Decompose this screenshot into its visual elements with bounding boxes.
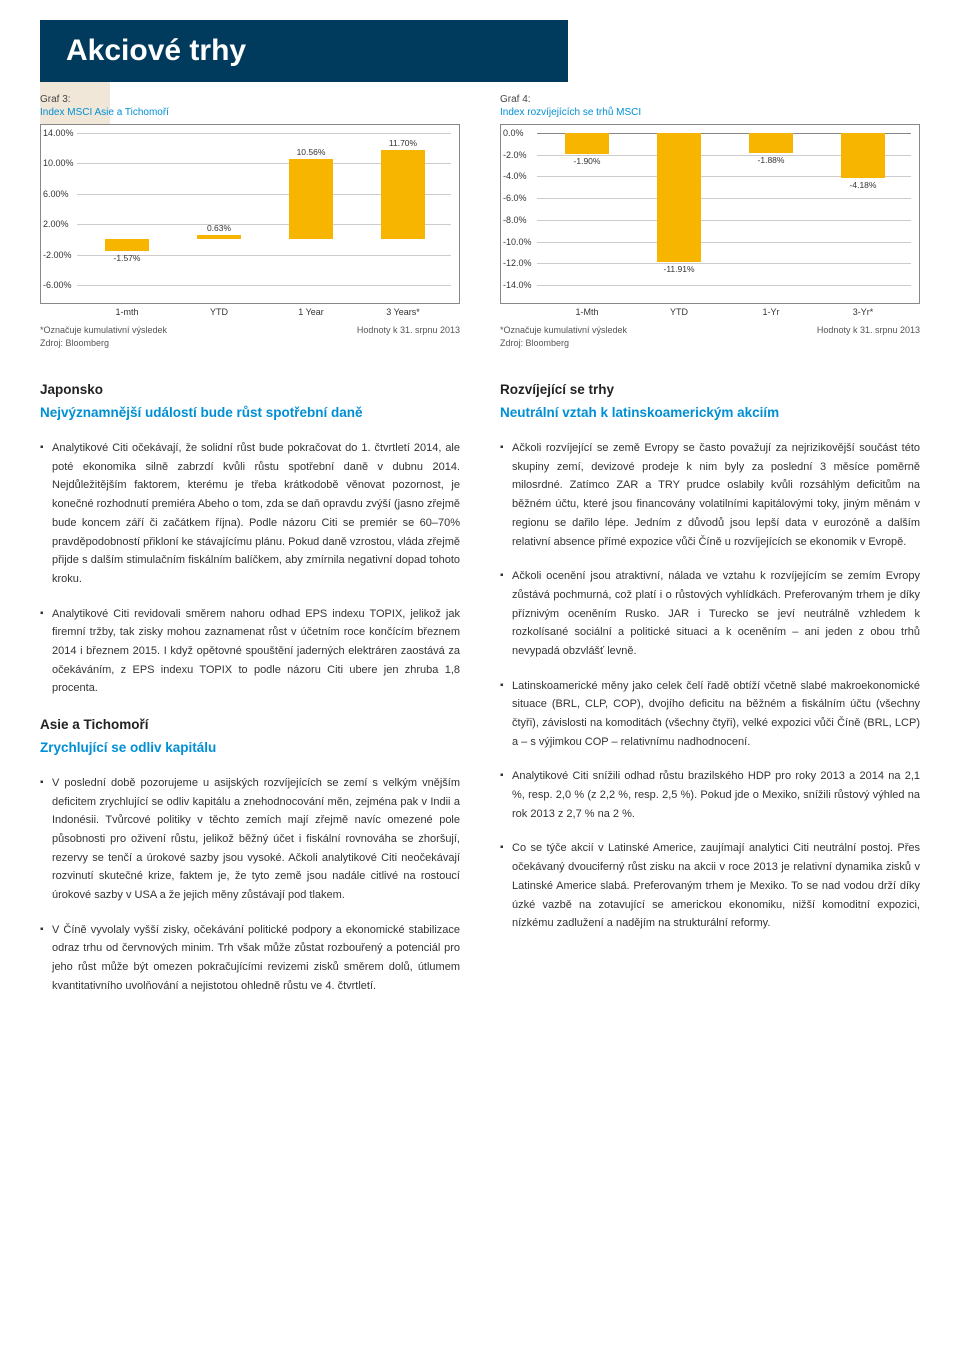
left-s1-p2: Analytikové Citi revidovali směrem nahor…	[40, 605, 460, 698]
left-s2-p2: V Číně vyvolaly vyšší zisky, očekávání p…	[40, 921, 460, 996]
chart3-area: -6.00% -2.00% 2.00% 6.00% 10.00% 14.00% -1.57%…	[40, 124, 460, 304]
bar-value-label: -1.88%	[746, 155, 796, 165]
bar-value-label: -1.90%	[562, 156, 612, 166]
right-s1-sub: Neutrální vztah k latinskoamerickým akci…	[500, 402, 920, 425]
y-tick-label: -6.00%	[43, 280, 72, 290]
chart3-footnote1: *Označuje kumulativní výsledek	[40, 324, 167, 337]
y-tick-label: -2.00%	[43, 250, 72, 260]
left-s2-sub: Zrychlující se odliv kapitálu	[40, 737, 460, 760]
bar-value-label: 11.70%	[378, 138, 428, 148]
right-p3: Latinskoamerické měny jako celek čelí řa…	[500, 677, 920, 752]
bar-value-label: -4.18%	[838, 180, 888, 190]
y-tick-label: 10.00%	[43, 158, 74, 168]
y-tick-label: 6.00%	[43, 189, 69, 199]
right-p4: Analytikové Citi snížili odhad růstu bra…	[500, 767, 920, 823]
chart4-footnote1: *Označuje kumulativní výsledek	[500, 324, 627, 337]
x-tick-label: 1-mth	[97, 307, 157, 317]
chart4-footnote-right: Hodnoty k 31. srpnu 2013	[817, 324, 920, 349]
chart3-footnote2: Zdroj: Bloomberg	[40, 337, 167, 350]
chart-bar	[565, 133, 609, 154]
y-tick-label: -8.0%	[503, 215, 527, 225]
y-tick-label: -10.0%	[503, 237, 532, 247]
bar-value-label: -11.91%	[654, 264, 704, 274]
chart-bar	[105, 239, 149, 251]
chart-bar	[289, 159, 333, 239]
left-s1-p1: Analytikové Citi očekávají, že solidní r…	[40, 439, 460, 589]
chart4-footnote2: Zdroj: Bloomberg	[500, 337, 627, 350]
x-tick-label: YTD	[189, 307, 249, 317]
x-tick-label: 1 Year	[281, 307, 341, 317]
chart-bar	[841, 133, 885, 178]
x-tick-label: 1-Mth	[557, 307, 617, 317]
x-tick-label: 3 Years*	[373, 307, 433, 317]
chart3-title: Index MSCI Asie a Tichomoří	[40, 107, 460, 118]
y-tick-label: -6.0%	[503, 193, 527, 203]
chart4-area: -14.0% -12.0% -10.0% -8.0% -6.0% -4.0% -2.0% 0.…	[500, 124, 920, 304]
y-tick-label: -12.0%	[503, 258, 532, 268]
right-p5: Co se týče akcií v Latinské Americe, zau…	[500, 839, 920, 932]
bar-value-label: 0.63%	[194, 223, 244, 233]
x-tick-label: 3-Yr*	[833, 307, 893, 317]
chart-bar	[657, 133, 701, 262]
chart3-label: Graf 3:	[40, 94, 460, 105]
left-s2-p1: V poslední době pozorujeme u asijských r…	[40, 774, 460, 905]
y-tick-label: 14.00%	[43, 128, 74, 138]
bar-value-label: -1.57%	[102, 253, 152, 263]
x-tick-label: 1-Yr	[741, 307, 801, 317]
chart4-title: Index rozvíjejících se trhů MSCI	[500, 107, 920, 118]
left-s1-title: Japonsko	[40, 379, 460, 402]
right-p1: Ačkoli rozvíjející se země Evropy se čas…	[500, 439, 920, 551]
chart-bar	[381, 150, 425, 239]
chart3-footnote-right: Hodnoty k 31. srpnu 2013	[357, 324, 460, 349]
chart-bar	[749, 133, 793, 153]
y-tick-label: 0.0%	[503, 128, 524, 138]
chart4-label: Graf 4:	[500, 94, 920, 105]
right-s1-title: Rozvíjející se trhy	[500, 379, 920, 402]
y-tick-label: 2.00%	[43, 219, 69, 229]
bar-value-label: 10.56%	[286, 147, 336, 157]
right-p2: Ačkoli ocenění jsou atraktivní, nálada v…	[500, 567, 920, 660]
y-tick-label: -4.0%	[503, 171, 527, 181]
left-s2-title: Asie a Tichomoří	[40, 714, 460, 737]
y-tick-label: -14.0%	[503, 280, 532, 290]
y-tick-label: -2.0%	[503, 150, 527, 160]
page-title: Akciové trhy	[40, 20, 568, 82]
chart-bar	[197, 235, 241, 240]
left-s1-sub: Nejvýznamnější událostí bude růst spotře…	[40, 402, 460, 425]
x-tick-label: YTD	[649, 307, 709, 317]
